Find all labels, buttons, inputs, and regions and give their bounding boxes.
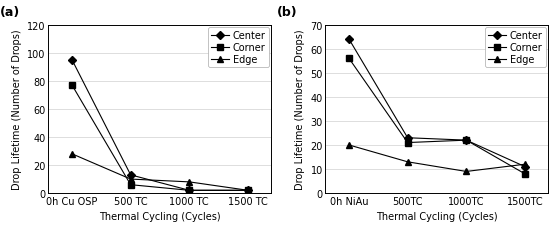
Line: Edge: Edge — [69, 151, 251, 193]
Edge — [127, 178, 134, 181]
Corner — [463, 139, 470, 142]
Line: Center: Center — [346, 37, 528, 170]
Y-axis label: Drop Lifetime (Number of Drops): Drop Lifetime (Number of Drops) — [295, 30, 305, 189]
Corner — [186, 189, 193, 192]
Line: Corner: Corner — [69, 83, 251, 193]
Corner — [522, 173, 529, 175]
Edge — [69, 153, 75, 155]
Text: (a): (a) — [0, 6, 20, 19]
Center — [245, 189, 252, 192]
Edge — [245, 189, 252, 192]
Corner — [346, 58, 352, 60]
Legend: Center, Corner, Edge: Center, Corner, Edge — [208, 28, 269, 68]
Edge — [522, 163, 529, 166]
Corner — [245, 189, 252, 192]
Text: (b): (b) — [276, 6, 297, 19]
Corner — [127, 183, 134, 186]
X-axis label: Thermal Cycling (Cycles): Thermal Cycling (Cycles) — [376, 212, 498, 222]
Y-axis label: Drop Lifetime (Number of Drops): Drop Lifetime (Number of Drops) — [12, 30, 22, 189]
X-axis label: Thermal Cycling (Cycles): Thermal Cycling (Cycles) — [99, 212, 221, 222]
Center — [127, 174, 134, 176]
Center — [463, 139, 470, 142]
Line: Corner: Corner — [346, 56, 528, 177]
Center — [404, 137, 411, 139]
Line: Center: Center — [69, 58, 251, 193]
Corner — [404, 142, 411, 144]
Edge — [463, 170, 470, 173]
Center — [346, 39, 352, 41]
Center — [522, 165, 529, 168]
Edge — [186, 181, 193, 183]
Center — [186, 189, 193, 192]
Line: Edge: Edge — [346, 143, 528, 175]
Edge — [346, 144, 352, 147]
Legend: Center, Corner, Edge: Center, Corner, Edge — [485, 28, 546, 68]
Center — [69, 59, 75, 62]
Edge — [404, 161, 411, 163]
Corner — [69, 84, 75, 87]
